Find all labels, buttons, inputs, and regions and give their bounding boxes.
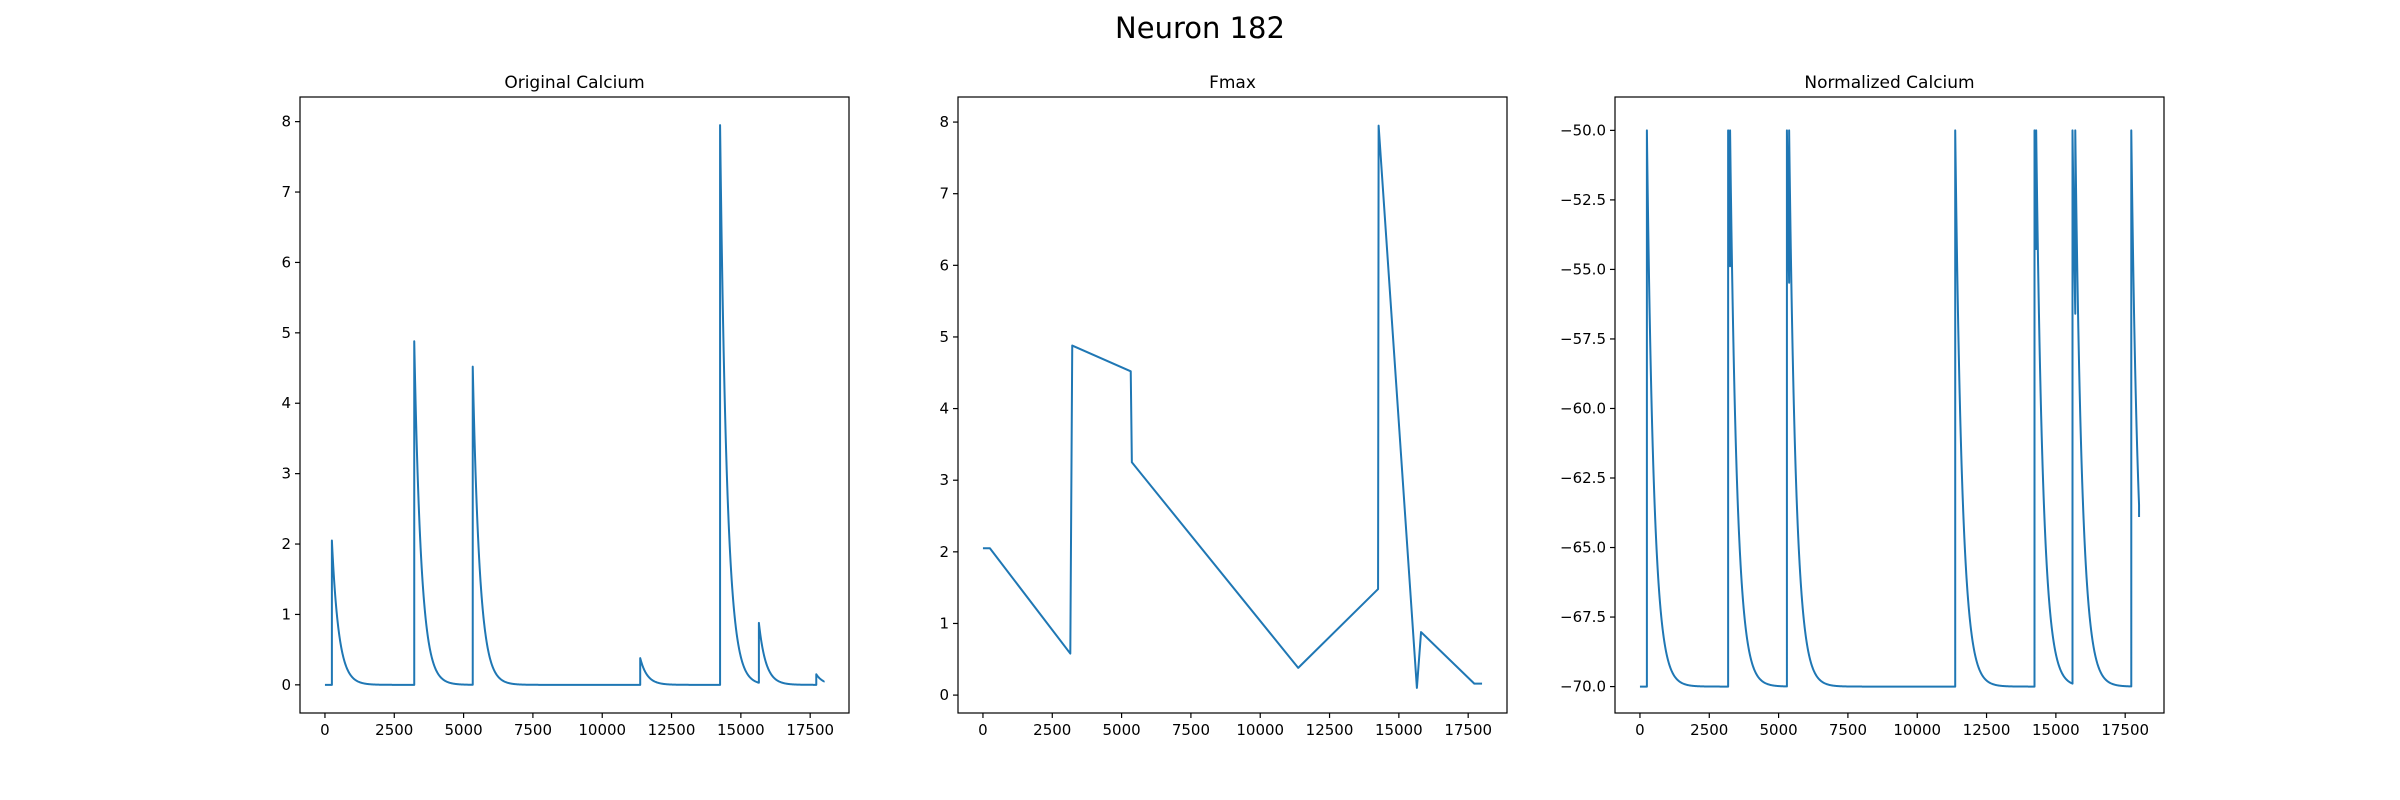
x-tick-label: 0 (320, 721, 330, 739)
subplot-fmax: Fmax 0 2500 5000 7500 10000 12500 15000 17500 0 1… (939, 73, 1508, 739)
x-tick-label: 15000 (2032, 721, 2080, 739)
y-tick-label: 6 (939, 256, 949, 274)
x-tick-label: 2500 (375, 721, 413, 739)
series-line (324, 124, 826, 686)
series-line (1639, 129, 2141, 688)
subplot-title: Fmax (1209, 73, 1256, 93)
y-tick-label: 4 (939, 400, 949, 418)
x-tick-label: 5000 (1102, 721, 1140, 739)
x-tick-label: 2500 (1033, 721, 1071, 739)
y-tick-label: −57.5 (1560, 330, 1606, 348)
y-tick-label: 2 (939, 543, 949, 561)
y-tick-label: −50.0 (1560, 121, 1606, 139)
axes-frame (957, 96, 1508, 714)
y-tick-label: 4 (281, 394, 291, 412)
axes-frame (1614, 96, 2165, 714)
x-tick-label: 7500 (1829, 721, 1867, 739)
y-tick-label: 5 (939, 328, 949, 346)
y-tick-label: 8 (939, 113, 949, 131)
y-tick-label: −52.5 (1560, 191, 1606, 209)
y-tick-label: −70.0 (1560, 678, 1606, 696)
x-tick-label: 2500 (1690, 721, 1728, 739)
x-tick-label: 17500 (1444, 721, 1492, 739)
y-tick-label: 0 (939, 686, 949, 704)
subplot-normalized-calcium: Normalized Calcium 0 2500 5000 7500 10000 125… (1560, 73, 2165, 739)
y-tick-label: 0 (281, 676, 291, 694)
y-tick-label: 5 (281, 324, 291, 342)
x-tick-label: 7500 (514, 721, 552, 739)
y-tick-label: −60.0 (1560, 399, 1606, 417)
y-tick-label: 3 (939, 471, 949, 489)
y-tick-label: 7 (939, 185, 949, 203)
x-tick-label: 10000 (1893, 721, 1941, 739)
y-tick-label: −62.5 (1560, 469, 1606, 487)
x-tick-label: 17500 (786, 721, 834, 739)
y-tick-label: 7 (281, 183, 291, 201)
y-tick-label: 8 (281, 113, 291, 131)
y-tick-label: 1 (281, 605, 291, 623)
x-tick-label: 17500 (2101, 721, 2149, 739)
x-tick-label: 12500 (648, 721, 696, 739)
figure-suptitle: Neuron 182 (1115, 11, 1285, 45)
series-line (982, 124, 1483, 689)
axes-frame (299, 96, 850, 714)
subplot-title: Original Calcium (504, 73, 644, 93)
y-tick-label: 6 (281, 253, 291, 271)
y-tick-label: −67.5 (1560, 608, 1606, 626)
x-tick-label: 5000 (444, 721, 482, 739)
y-tick-label: 1 (939, 614, 949, 632)
x-tick-label: 10000 (1236, 721, 1284, 739)
x-tick-label: 15000 (717, 721, 765, 739)
x-tick-label: 12500 (1963, 721, 2011, 739)
y-tick-label: 2 (281, 535, 291, 553)
y-tick-label: 3 (281, 465, 291, 483)
x-tick-label: 12500 (1306, 721, 1354, 739)
x-tick-label: 5000 (1759, 721, 1797, 739)
y-tick-label: −65.0 (1560, 539, 1606, 557)
y-tick-label: −55.0 (1560, 260, 1606, 278)
x-tick-label: 10000 (578, 721, 626, 739)
x-tick-label: 0 (1635, 721, 1645, 739)
x-tick-label: 15000 (1375, 721, 1423, 739)
x-tick-label: 0 (978, 721, 988, 739)
subplot-original-calcium: Original Calcium 0 2500 5000 7500 10000 12500… (281, 73, 850, 739)
x-tick-label: 7500 (1172, 721, 1210, 739)
subplot-title: Normalized Calcium (1804, 73, 1974, 93)
